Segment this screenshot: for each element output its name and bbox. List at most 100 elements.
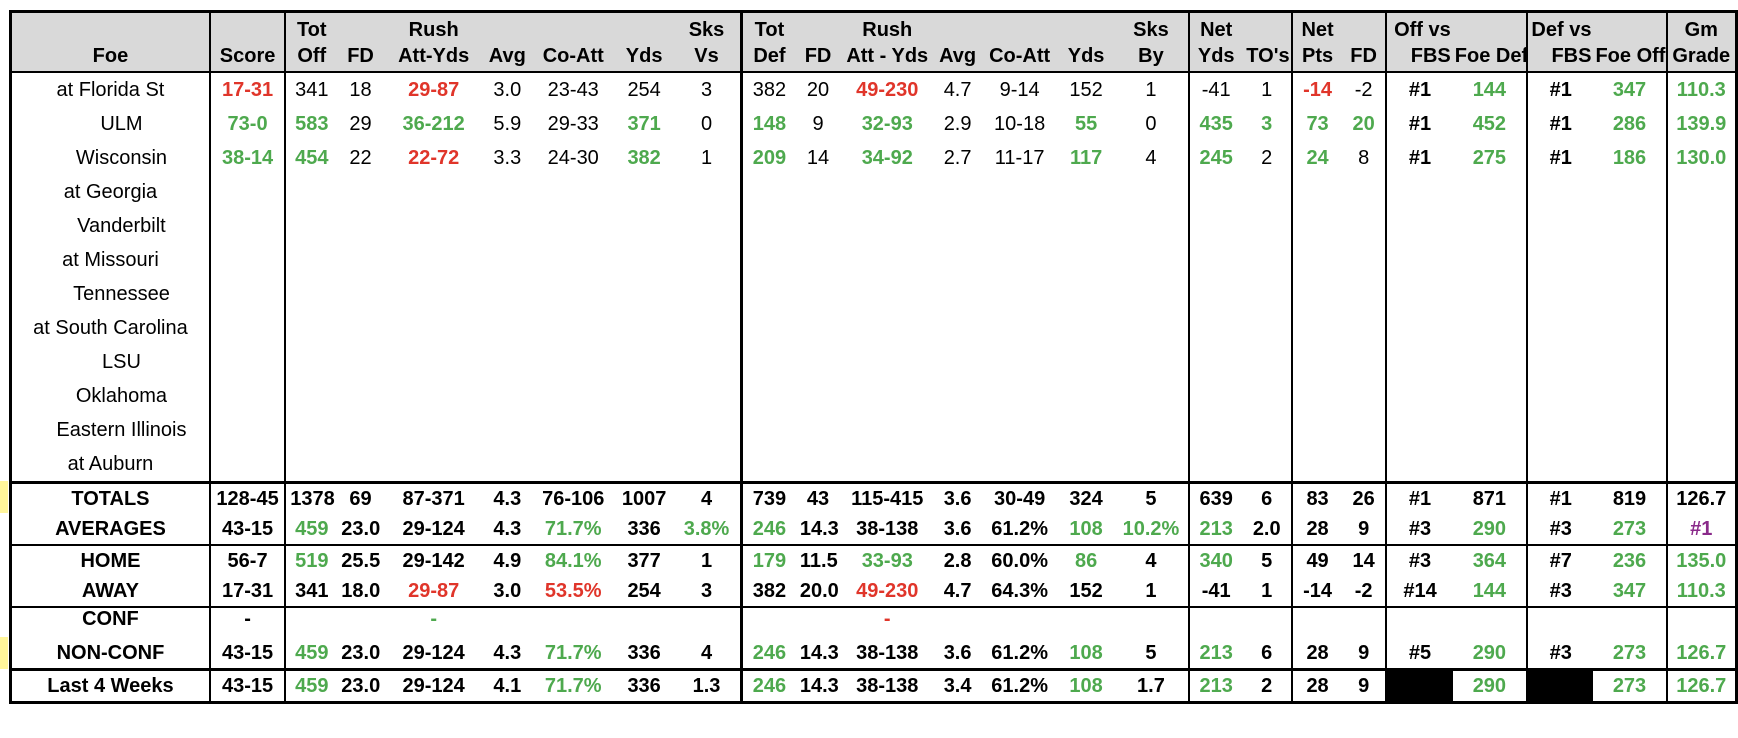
summary-cell bbox=[1188, 606, 1243, 638]
summary-cell: 4.3 bbox=[483, 638, 532, 671]
summary-cell bbox=[1452, 606, 1527, 638]
header-cell: Foe Def bbox=[1452, 42, 1527, 73]
summary-cell: 84.1% bbox=[531, 544, 616, 576]
stat-cell bbox=[531, 311, 615, 345]
summary-cell: 61.2% bbox=[980, 638, 1059, 671]
stat-cell bbox=[981, 243, 1059, 277]
stat-cell bbox=[1342, 175, 1386, 209]
stat-cell bbox=[615, 175, 673, 209]
summary-cell: 17-31 bbox=[208, 576, 286, 608]
summary-cell: 23.0 bbox=[337, 514, 384, 546]
summary-cell bbox=[1525, 606, 1594, 638]
stat-cell: 55 bbox=[1074, 112, 1098, 135]
stat-cell bbox=[615, 209, 673, 243]
stat-cell: 0 bbox=[1145, 112, 1157, 135]
summary-cell: 4 bbox=[672, 481, 742, 514]
stat-cell: #1 bbox=[1525, 141, 1594, 175]
summary-cell: 5 bbox=[1113, 481, 1190, 514]
game-row: at Florida St 17-31 341 18 29-87 3.0 23-43 254 3… bbox=[8, 72, 1738, 107]
header-cell: Sks bbox=[1113, 10, 1190, 42]
summary-cell: 23.0 bbox=[337, 638, 384, 671]
stat-cell bbox=[840, 175, 934, 209]
stat-cell bbox=[934, 277, 981, 311]
stat-cell bbox=[1188, 379, 1243, 413]
stat-cell: #1 bbox=[1385, 72, 1453, 107]
summary-cell: 38-138 bbox=[840, 668, 935, 704]
stat-cell: -2 bbox=[1354, 78, 1373, 101]
stat-cell: 1 bbox=[1261, 78, 1273, 101]
stat-cell bbox=[840, 379, 934, 413]
stat-cell bbox=[1242, 243, 1292, 277]
summary-cell: 152 bbox=[1058, 576, 1114, 608]
stat-cell bbox=[1058, 413, 1113, 447]
summary-cell: 56-7 bbox=[208, 544, 286, 576]
summary-cell: 6 bbox=[1242, 481, 1293, 514]
header-cell: Avg bbox=[483, 42, 532, 73]
stat-cell bbox=[384, 379, 484, 413]
stat-cell bbox=[1291, 345, 1342, 379]
stat-cell bbox=[1291, 311, 1342, 345]
stat-cell bbox=[1114, 277, 1189, 311]
stat-cell bbox=[531, 277, 615, 311]
summary-cell: 126.7 bbox=[1665, 638, 1738, 671]
summary-cell: 459 bbox=[284, 638, 338, 671]
header-cell: Pts bbox=[1291, 42, 1342, 73]
foe-name: at South Carolina bbox=[8, 311, 210, 345]
summary-label: AWAY bbox=[8, 576, 210, 608]
stat-cell: 36-212 bbox=[402, 112, 465, 135]
summary-cell: 1007 bbox=[615, 481, 673, 514]
summary-cell: 1.3 bbox=[672, 668, 742, 704]
summary-cell: 64.3% bbox=[980, 576, 1059, 608]
header-cell: Yds bbox=[615, 42, 673, 73]
summary-cell: #1 bbox=[1385, 481, 1453, 514]
foe-name: LSU bbox=[8, 345, 210, 379]
header-cell: FD bbox=[1341, 42, 1387, 73]
stat-cell bbox=[981, 175, 1059, 209]
stat-cell bbox=[796, 243, 840, 277]
summary-cell: 43-15 bbox=[208, 514, 286, 546]
stat-cell bbox=[1525, 311, 1594, 345]
stat-cell bbox=[1593, 175, 1666, 209]
stat-cell bbox=[740, 345, 796, 379]
stat-cell: 341 bbox=[284, 72, 338, 107]
stat-cell: 34-92 bbox=[861, 146, 913, 169]
header-cell: Yds bbox=[1188, 42, 1243, 73]
stat-cell bbox=[284, 277, 338, 311]
summary-cell: 4.1 bbox=[483, 668, 532, 704]
summary-cell: 246 bbox=[740, 668, 796, 704]
stat-cell bbox=[1342, 277, 1386, 311]
stat-cell bbox=[1114, 447, 1189, 483]
stat-cell bbox=[1188, 413, 1243, 447]
stat-cell bbox=[981, 345, 1059, 379]
stat-cell bbox=[337, 209, 384, 243]
header-cell bbox=[337, 10, 384, 42]
season-stats-table: Tot Rush Sks Tot Rush Sks Net Net Off vs Def vs Gm… bbox=[8, 10, 1738, 704]
summary-cell: 20.0 bbox=[795, 576, 841, 608]
stat-cell bbox=[1385, 311, 1453, 345]
stat-cell bbox=[1665, 311, 1738, 345]
summary-cell bbox=[1525, 668, 1594, 704]
summary-cell: 14 bbox=[1341, 544, 1387, 576]
summary-cell: 25.5 bbox=[337, 544, 384, 576]
stat-cell: #1 bbox=[1525, 107, 1594, 141]
summary-label: CONF bbox=[8, 606, 210, 638]
summary-cell: 4 bbox=[672, 638, 742, 671]
summary-cell: #14 bbox=[1385, 576, 1453, 608]
stat-cell bbox=[484, 243, 532, 277]
summary-cell: 126.7 bbox=[1665, 668, 1738, 704]
foe-name: Tennessee bbox=[8, 277, 210, 311]
header-cell bbox=[1058, 10, 1114, 42]
stat-cell bbox=[840, 277, 934, 311]
summary-cell: #1 bbox=[1665, 514, 1738, 546]
stat-cell bbox=[337, 243, 384, 277]
header-cell: Att-Yds bbox=[383, 42, 484, 73]
stat-cell bbox=[484, 345, 532, 379]
game-row: at South Carolina bbox=[8, 311, 1738, 345]
stat-cell bbox=[796, 379, 840, 413]
stat-cell bbox=[384, 277, 484, 311]
stat-cell bbox=[1385, 209, 1453, 243]
stat-cell bbox=[1385, 413, 1453, 447]
stat-cell: 38-14 bbox=[208, 141, 286, 175]
summary-cell: 4.3 bbox=[483, 514, 532, 546]
stat-cell bbox=[796, 277, 840, 311]
